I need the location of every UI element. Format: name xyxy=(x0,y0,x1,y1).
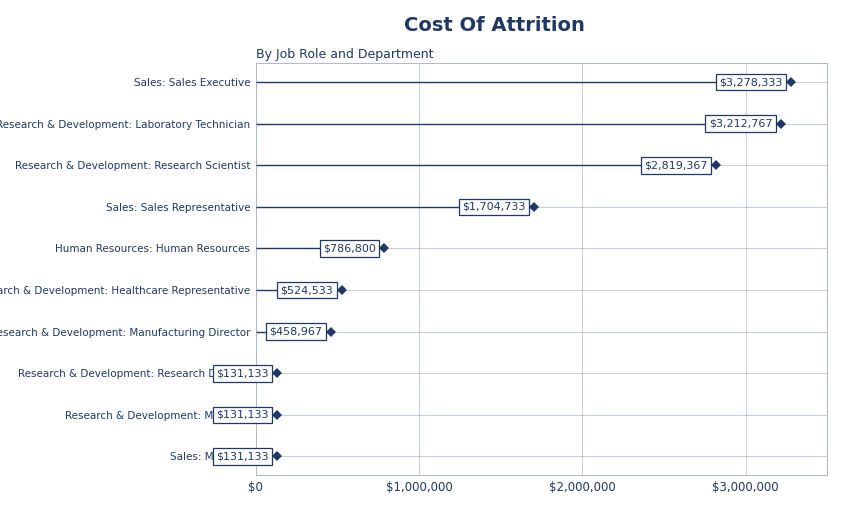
Text: $131,133: $131,133 xyxy=(216,369,268,378)
Text: $131,133: $131,133 xyxy=(216,410,268,420)
Text: $786,800: $786,800 xyxy=(323,243,376,253)
Text: $458,967: $458,967 xyxy=(269,327,322,337)
Text: $524,533: $524,533 xyxy=(280,285,333,295)
Text: By Job Role and Department: By Job Role and Department xyxy=(256,48,433,61)
Text: Cost Of Attrition: Cost Of Attrition xyxy=(404,16,584,35)
Text: $3,212,767: $3,212,767 xyxy=(708,119,771,129)
Text: $1,704,733: $1,704,733 xyxy=(462,202,526,212)
Text: $131,133: $131,133 xyxy=(216,451,268,461)
Text: $3,278,333: $3,278,333 xyxy=(719,77,782,87)
Text: $2,819,367: $2,819,367 xyxy=(643,161,707,170)
